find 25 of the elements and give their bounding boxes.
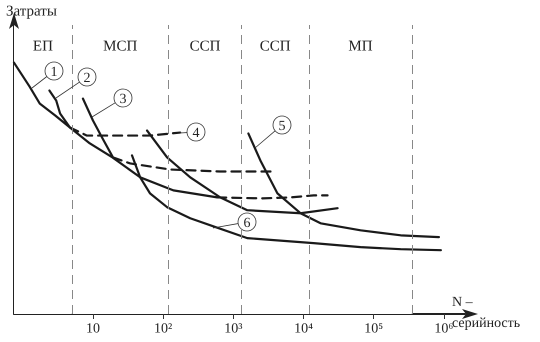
band-label: МП: [348, 38, 373, 54]
band-label: ЕП: [32, 38, 54, 54]
annotation: 1: [50, 64, 58, 80]
y-axis-title: Затраты: [6, 4, 57, 20]
x-tick-label: 10⁵: [364, 322, 384, 336]
x-tick-label: 10³: [224, 322, 242, 336]
callout: 2: [55, 66, 98, 99]
callout: 6: [212, 212, 258, 232]
annotation: 5: [278, 119, 286, 134]
callout: 1: [30, 60, 64, 89]
annotation: 4: [192, 126, 200, 141]
annotation: 3: [120, 92, 127, 108]
x-tick-label: 10⁶: [434, 322, 454, 336]
band-label: МСП: [103, 38, 138, 54]
annotation: 2: [84, 70, 91, 86]
band-label: ССП: [260, 38, 291, 54]
annotation: 6: [244, 216, 251, 232]
x-axis-title: N – серийность: [452, 295, 520, 331]
x-tick-label: 10²: [154, 322, 172, 336]
band-label: ССП: [190, 38, 221, 54]
x-tick-label: 10: [86, 322, 100, 336]
callout: 3: [91, 88, 134, 118]
x-tick-label: 10⁴: [294, 322, 314, 336]
callout: 4: [179, 122, 206, 142]
callout: 5: [254, 115, 292, 150]
